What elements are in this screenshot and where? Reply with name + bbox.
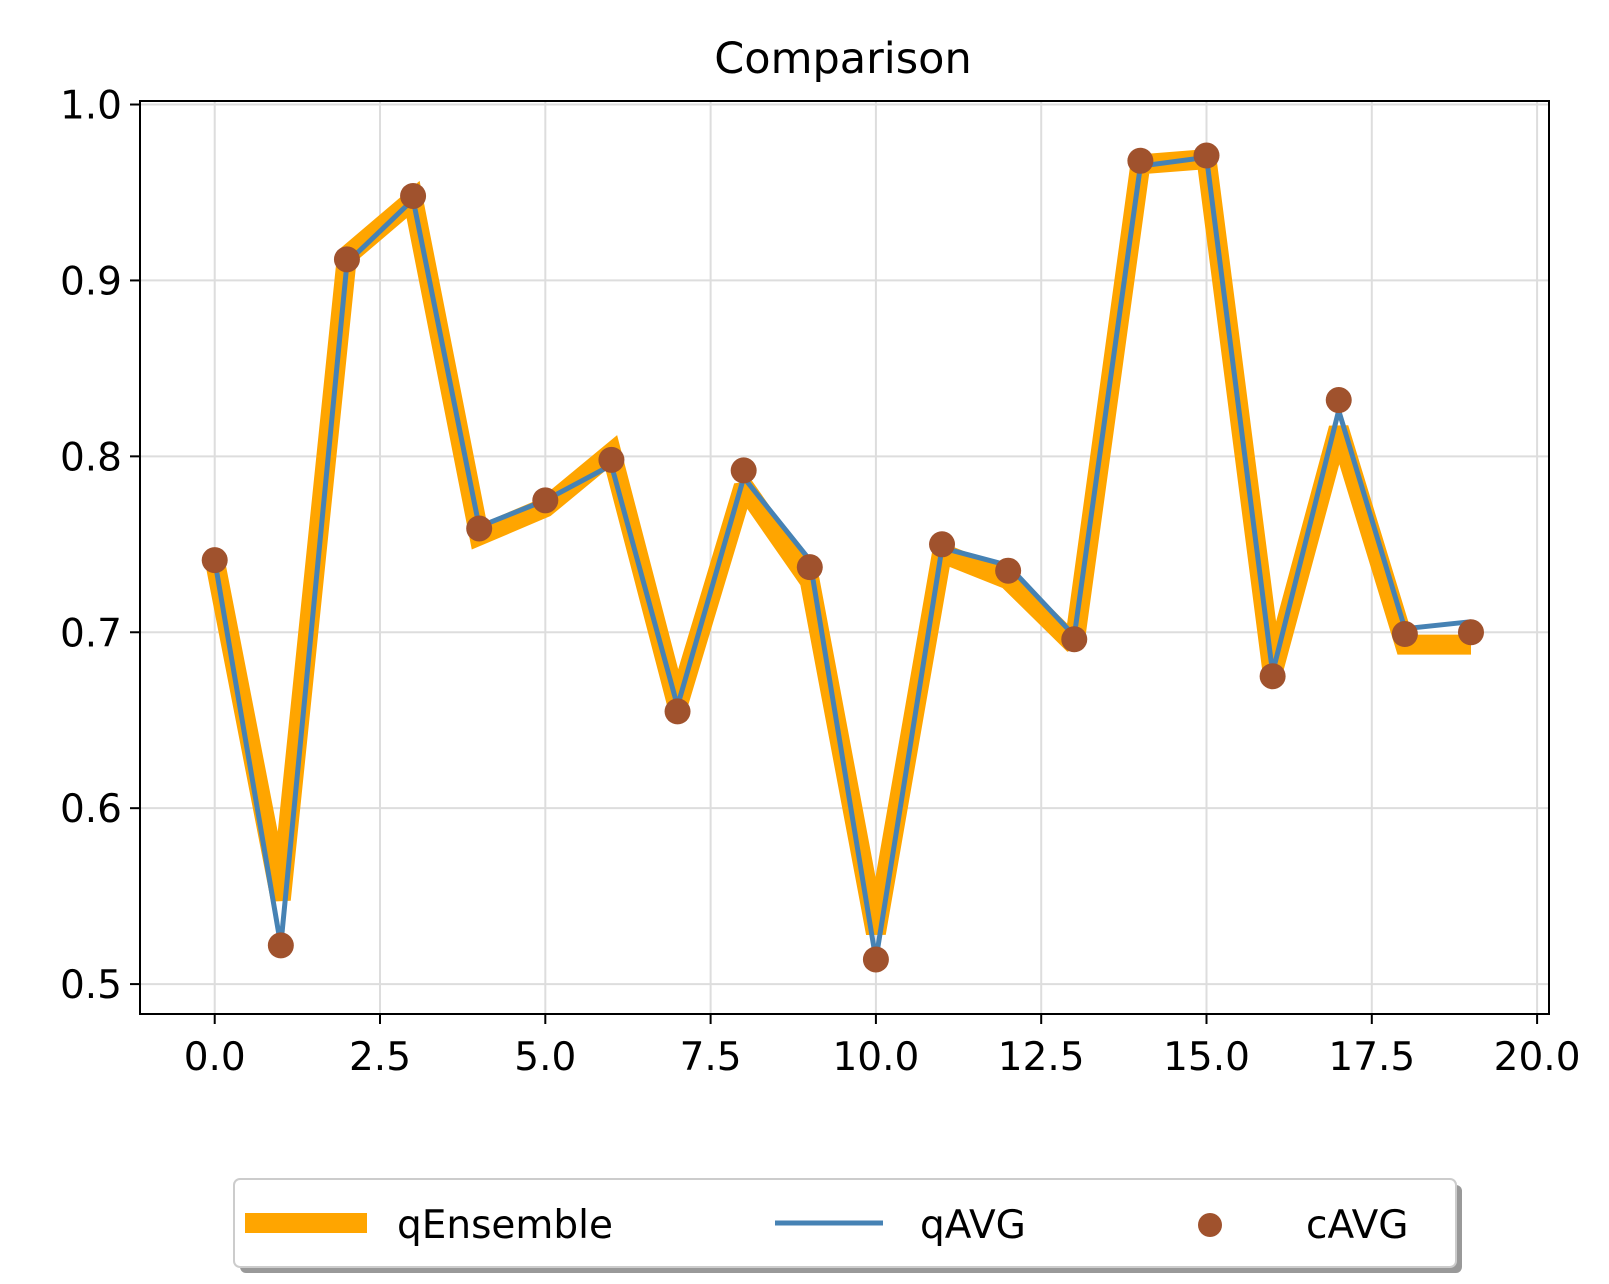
legend-label-cavg: cAVG <box>1306 1203 1409 1248</box>
series-point-cavg <box>664 698 691 725</box>
plot-frame <box>139 100 1550 1015</box>
x-tick-label: 12.5 <box>998 1035 1085 1080</box>
y-tick-label: 1.0 <box>60 84 122 129</box>
series-point-cavg <box>1127 147 1154 174</box>
legend-label-qavg: qAVG <box>920 1203 1026 1248</box>
plot-series <box>201 142 1484 973</box>
legend-label-qensemble: qEnsemble <box>397 1203 613 1248</box>
series-point-cavg <box>1457 619 1484 646</box>
x-tick-label: 17.5 <box>1328 1035 1415 1080</box>
series-point-cavg <box>862 946 889 973</box>
series-point-cavg <box>466 515 493 542</box>
x-tick-label: 5.0 <box>514 1035 576 1080</box>
series-point-cavg <box>333 246 360 273</box>
y-tick-label: 0.5 <box>60 963 122 1008</box>
series-point-cavg <box>267 932 294 959</box>
y-tick-label: 0.9 <box>60 259 122 304</box>
series-line-qavg <box>212 154 1472 960</box>
x-tick-label: 10.0 <box>832 1035 919 1080</box>
x-tick-label: 15.0 <box>1163 1035 1250 1080</box>
y-tick-label: 0.7 <box>60 611 122 656</box>
series-point-cavg <box>730 457 757 484</box>
series-point-cavg <box>598 446 625 473</box>
series-point-cavg <box>1061 626 1088 653</box>
series-point-cavg <box>796 554 823 581</box>
x-tick-label: 0.0 <box>184 1035 246 1080</box>
series-point-cavg <box>1193 142 1220 169</box>
y-axis: 0.5 0.6 0.7 0.8 0.9 1.0 <box>60 84 140 1008</box>
y-tick-label: 0.8 <box>60 435 122 480</box>
chart-title: Comparison <box>714 34 971 84</box>
series-point-cavg <box>1325 387 1352 414</box>
grid-lines <box>140 101 1549 1014</box>
y-tick-label: 0.6 <box>60 787 122 832</box>
x-axis: 0.0 2.5 5.0 7.5 10.0 12.5 15.0 17.5 20.0 <box>184 1014 1581 1080</box>
series-point-cavg <box>1391 621 1418 648</box>
series-point-cavg <box>1259 663 1286 690</box>
series-point-cavg <box>532 487 559 514</box>
series-line-qensemble <box>204 148 1471 935</box>
series-point-cavg <box>400 182 427 209</box>
series-point-cavg <box>929 531 956 558</box>
legend-swatch-cavg <box>1198 1213 1222 1237</box>
series-point-cavg <box>995 557 1022 584</box>
x-tick-label: 2.5 <box>349 1035 411 1080</box>
series-point-cavg <box>201 547 228 574</box>
x-tick-label: 20.0 <box>1494 1035 1581 1080</box>
x-tick-label: 7.5 <box>680 1035 742 1080</box>
legend: qEnsemble qAVG cAVG <box>233 1178 1462 1273</box>
